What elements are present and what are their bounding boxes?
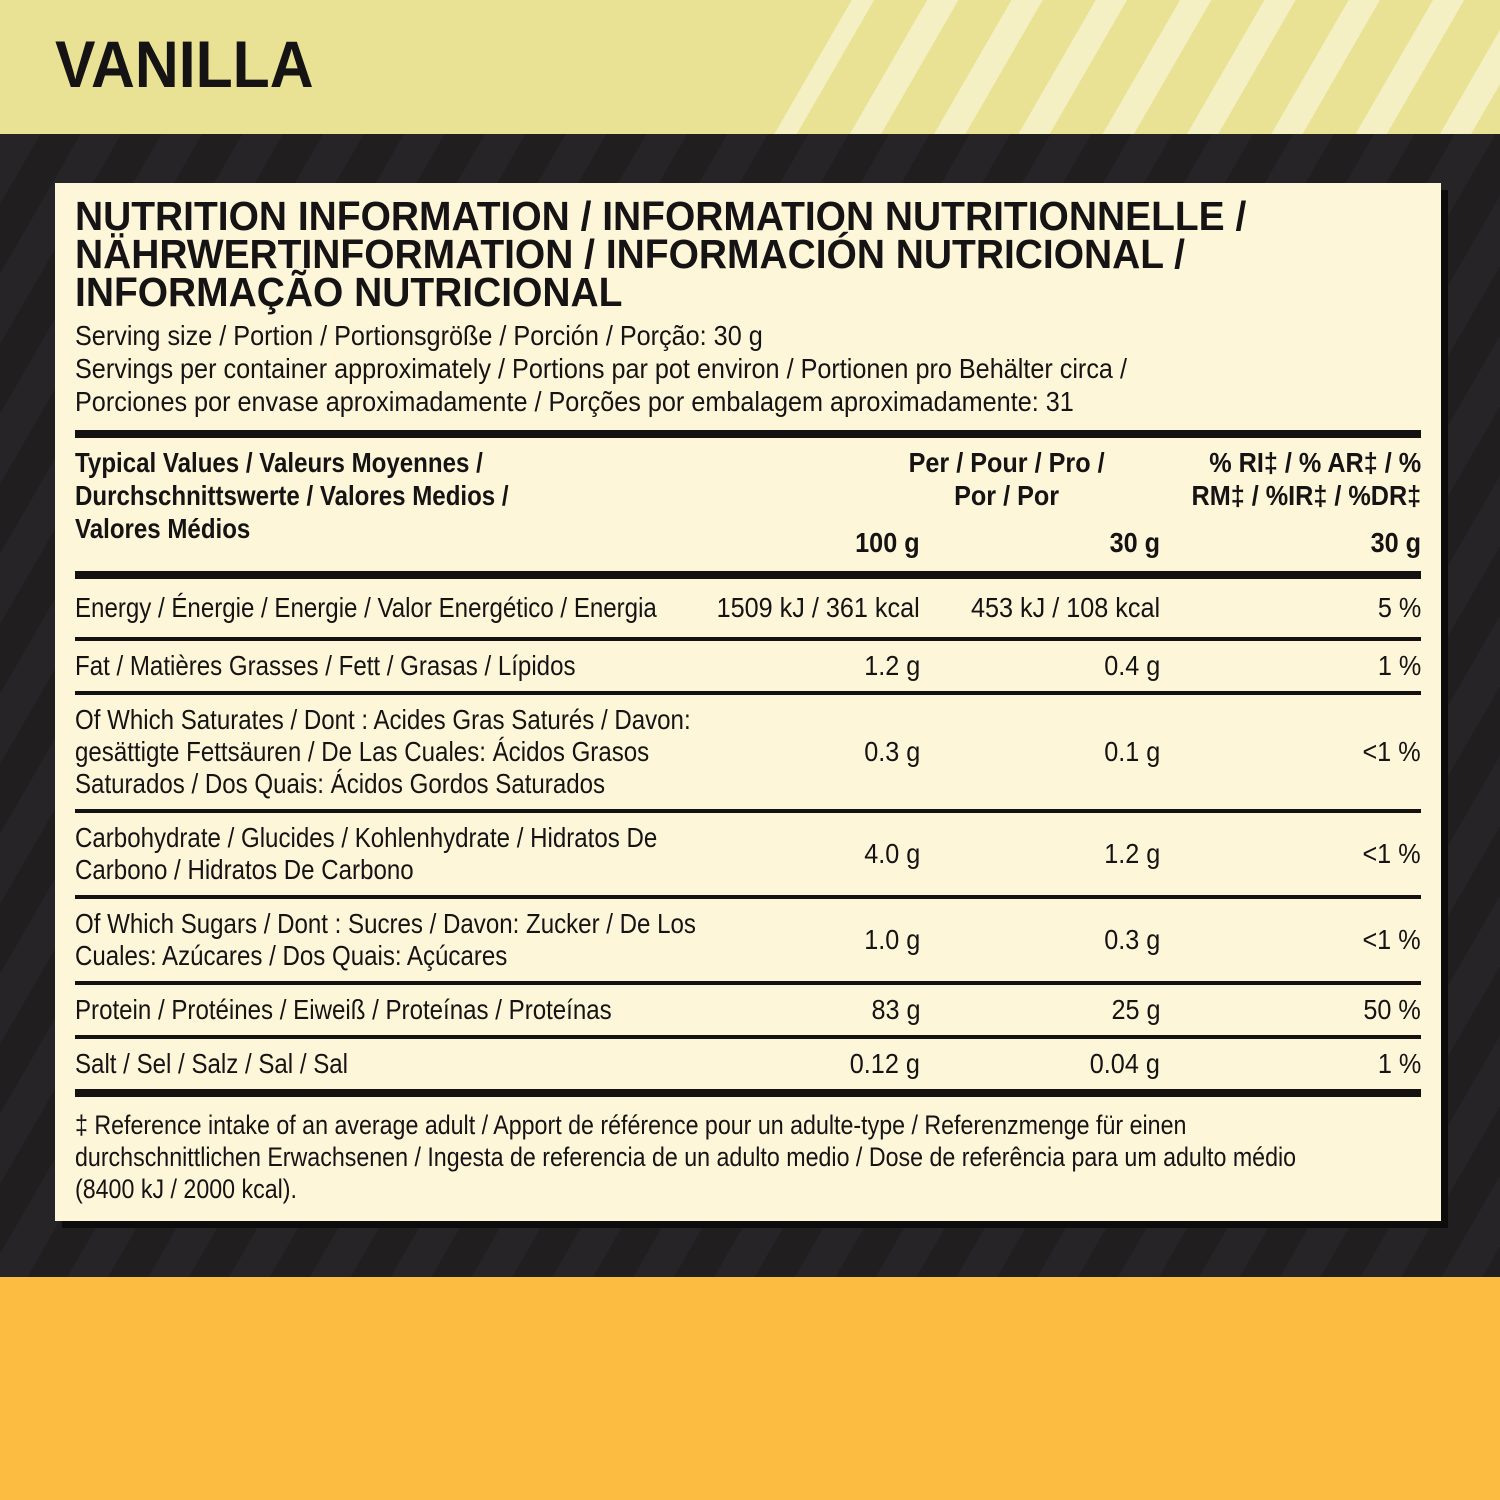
value-ri-percent: <1 % [1362,924,1421,955]
header-reference-intake: % RI‡ / % AR‡ / % RM‡ / %IR‡ / %DR‡ [1191,447,1421,511]
value-ri-percent: <1 % [1362,736,1421,767]
value-per-100g: 4.0 g [863,838,920,869]
row-label: Fat / Matières Grasses / Fett / Grasas /… [75,650,576,681]
row-label: Carbohydrate / Glucides / Kohlenhydrate … [75,822,658,885]
header-per: Per / Pour / Pro / Por / Por [908,447,1105,511]
row-label: Of Which Sugars / Dont : Sucres / Davon:… [75,908,696,971]
table-row-protein: Protein / Protéines / Eiweiß / Proteínas… [75,981,1421,1035]
nutrition-panel: NUTRITION INFORMATION / INFORMATION NUTR… [55,183,1441,1221]
table-header: Typical Values / Valeurs Moyennes / Durch… [75,438,1421,571]
value-per-30g: 0.1 g [1103,736,1160,767]
value-per-100g: 1509 kJ / 361 kcal [716,592,920,623]
table-row-carbohydrate: Carbohydrate / Glucides / Kohlenhydrate … [75,809,1421,895]
row-label: Energy / Énergie / Energie / Valor Energ… [75,592,657,623]
row-label: Of Which Saturates / Dont : Acides Gras … [75,704,691,799]
value-per-30g: 453 kJ / 108 kcal [970,592,1160,623]
reference-intake-footnote: ‡ Reference intake of an average adult /… [75,1110,1297,1204]
value-per-100g: 0.3 g [863,736,920,767]
panel-title: NUTRITION INFORMATION / INFORMATION NUTR… [75,193,1247,315]
value-per-100g: 0.12 g [849,1048,920,1079]
value-per-100g: 83 g [870,994,920,1025]
header-unit-30g: 30 g [1109,527,1160,558]
value-ri-percent: 1 % [1377,1048,1421,1079]
bottom-orange-band [0,1277,1500,1500]
flavor-banner: VANILLA [0,0,1500,134]
flavor-name: VANILLA [55,26,314,101]
value-ri-percent: 5 % [1377,592,1421,623]
row-label: Salt / Sel / Salz / Sal / Sal [75,1048,349,1079]
table-row-sugars: Of Which Sugars / Dont : Sucres / Davon:… [75,895,1421,981]
table-row-saturates: Of Which Saturates / Dont : Acides Gras … [75,691,1421,809]
rule-top [75,430,1421,438]
banner-diagonal-stripes [0,0,1500,134]
value-per-100g: 1.0 g [863,924,920,955]
header-typical-values: Typical Values / Valeurs Moyennes / Durch… [75,447,509,544]
value-per-30g: 0.3 g [1103,924,1160,955]
table-row-salt: Salt / Sel / Salz / Sal / Sal 0.12 g 0.0… [75,1035,1421,1089]
header-unit-ri-30g: 30 g [1370,527,1421,558]
row-label: Protein / Protéines / Eiweiß / Proteínas… [75,994,612,1025]
value-ri-percent: 50 % [1363,994,1421,1025]
table-row-fat: Fat / Matières Grasses / Fett / Grasas /… [75,637,1421,691]
value-ri-percent: <1 % [1362,838,1421,869]
value-per-100g: 1.2 g [863,650,920,681]
value-per-30g: 0.4 g [1103,650,1160,681]
table-row-energy: Energy / Énergie / Energie / Valor Energ… [75,579,1421,637]
value-per-30g: 1.2 g [1103,838,1160,869]
rule-bottom [75,1089,1421,1097]
serving-info: Serving size / Portion / Portionsgröße /… [75,320,1127,417]
value-per-30g: 0.04 g [1089,1048,1160,1079]
value-per-30g: 25 g [1110,994,1160,1025]
value-ri-percent: 1 % [1377,650,1421,681]
rule-header-bottom [75,571,1421,579]
header-unit-100g: 100 g [855,527,920,558]
